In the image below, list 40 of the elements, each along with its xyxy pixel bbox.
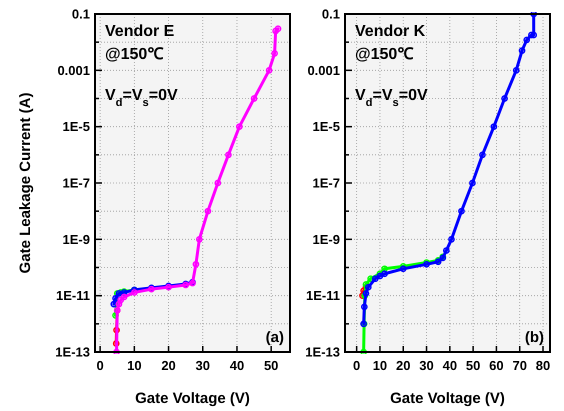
- x-tick-label: 0: [353, 358, 360, 373]
- x-tick-label: 40: [230, 358, 244, 373]
- x-axis-title: Gate Voltage (V): [135, 390, 250, 407]
- y-tick-label: 0.1: [72, 6, 90, 22]
- x-tick-label: 60: [489, 358, 504, 373]
- x-tick-label: 10: [372, 358, 388, 373]
- x-tick-label: 20: [396, 358, 410, 373]
- y-tick-label: 1E-5: [62, 119, 90, 134]
- y-tick-label: 1E-11: [306, 288, 340, 304]
- annotation: V$_{d}$=V$_{s}$=0V: [105, 87, 178, 109]
- annotation: (b): [524, 329, 544, 346]
- annotation: V$_{d}$=V$_{s}$=0V: [355, 87, 428, 109]
- y-tick-label: 1E-11: [56, 288, 90, 304]
- y-tick-label: 1E-13: [55, 344, 90, 360]
- y-tick-label: 0.001: [307, 62, 340, 78]
- y-tick-label: 1E-9: [62, 232, 90, 247]
- y-tick-label: 1E-7: [312, 176, 340, 191]
- x-tick-label: 0: [96, 358, 104, 373]
- annotation: Vendor K: [355, 23, 426, 40]
- y-tick-label: 1E-9: [312, 232, 340, 247]
- x-tick-label: 10: [127, 358, 142, 373]
- y-axis-title: Gate Leakage Current (A): [17, 92, 34, 274]
- y-tick-label: 1E-5: [312, 119, 340, 134]
- x-tick-label: 50: [264, 358, 278, 373]
- annotation: (a): [266, 329, 284, 346]
- x-tick-label: 30: [196, 358, 210, 373]
- x-tick-label: 20: [161, 358, 176, 373]
- y-tick-label: 0.001: [57, 62, 90, 78]
- x-tick-label: 40: [442, 358, 458, 373]
- x-axis-title: Gate Voltage (V): [390, 390, 505, 407]
- x-tick-label: 80: [536, 358, 550, 373]
- y-tick-label: 1E-7: [62, 176, 90, 191]
- annotation: Vendor E: [105, 23, 175, 40]
- x-tick-label: 30: [419, 358, 434, 373]
- y-tick-label: 0.1: [322, 6, 340, 22]
- annotation: @150℃: [105, 46, 164, 63]
- y-tick-label: 1E-13: [305, 344, 340, 360]
- annotation: @150℃: [355, 46, 414, 63]
- x-tick-label: 70: [512, 358, 527, 373]
- x-tick-label: 50: [466, 358, 480, 373]
